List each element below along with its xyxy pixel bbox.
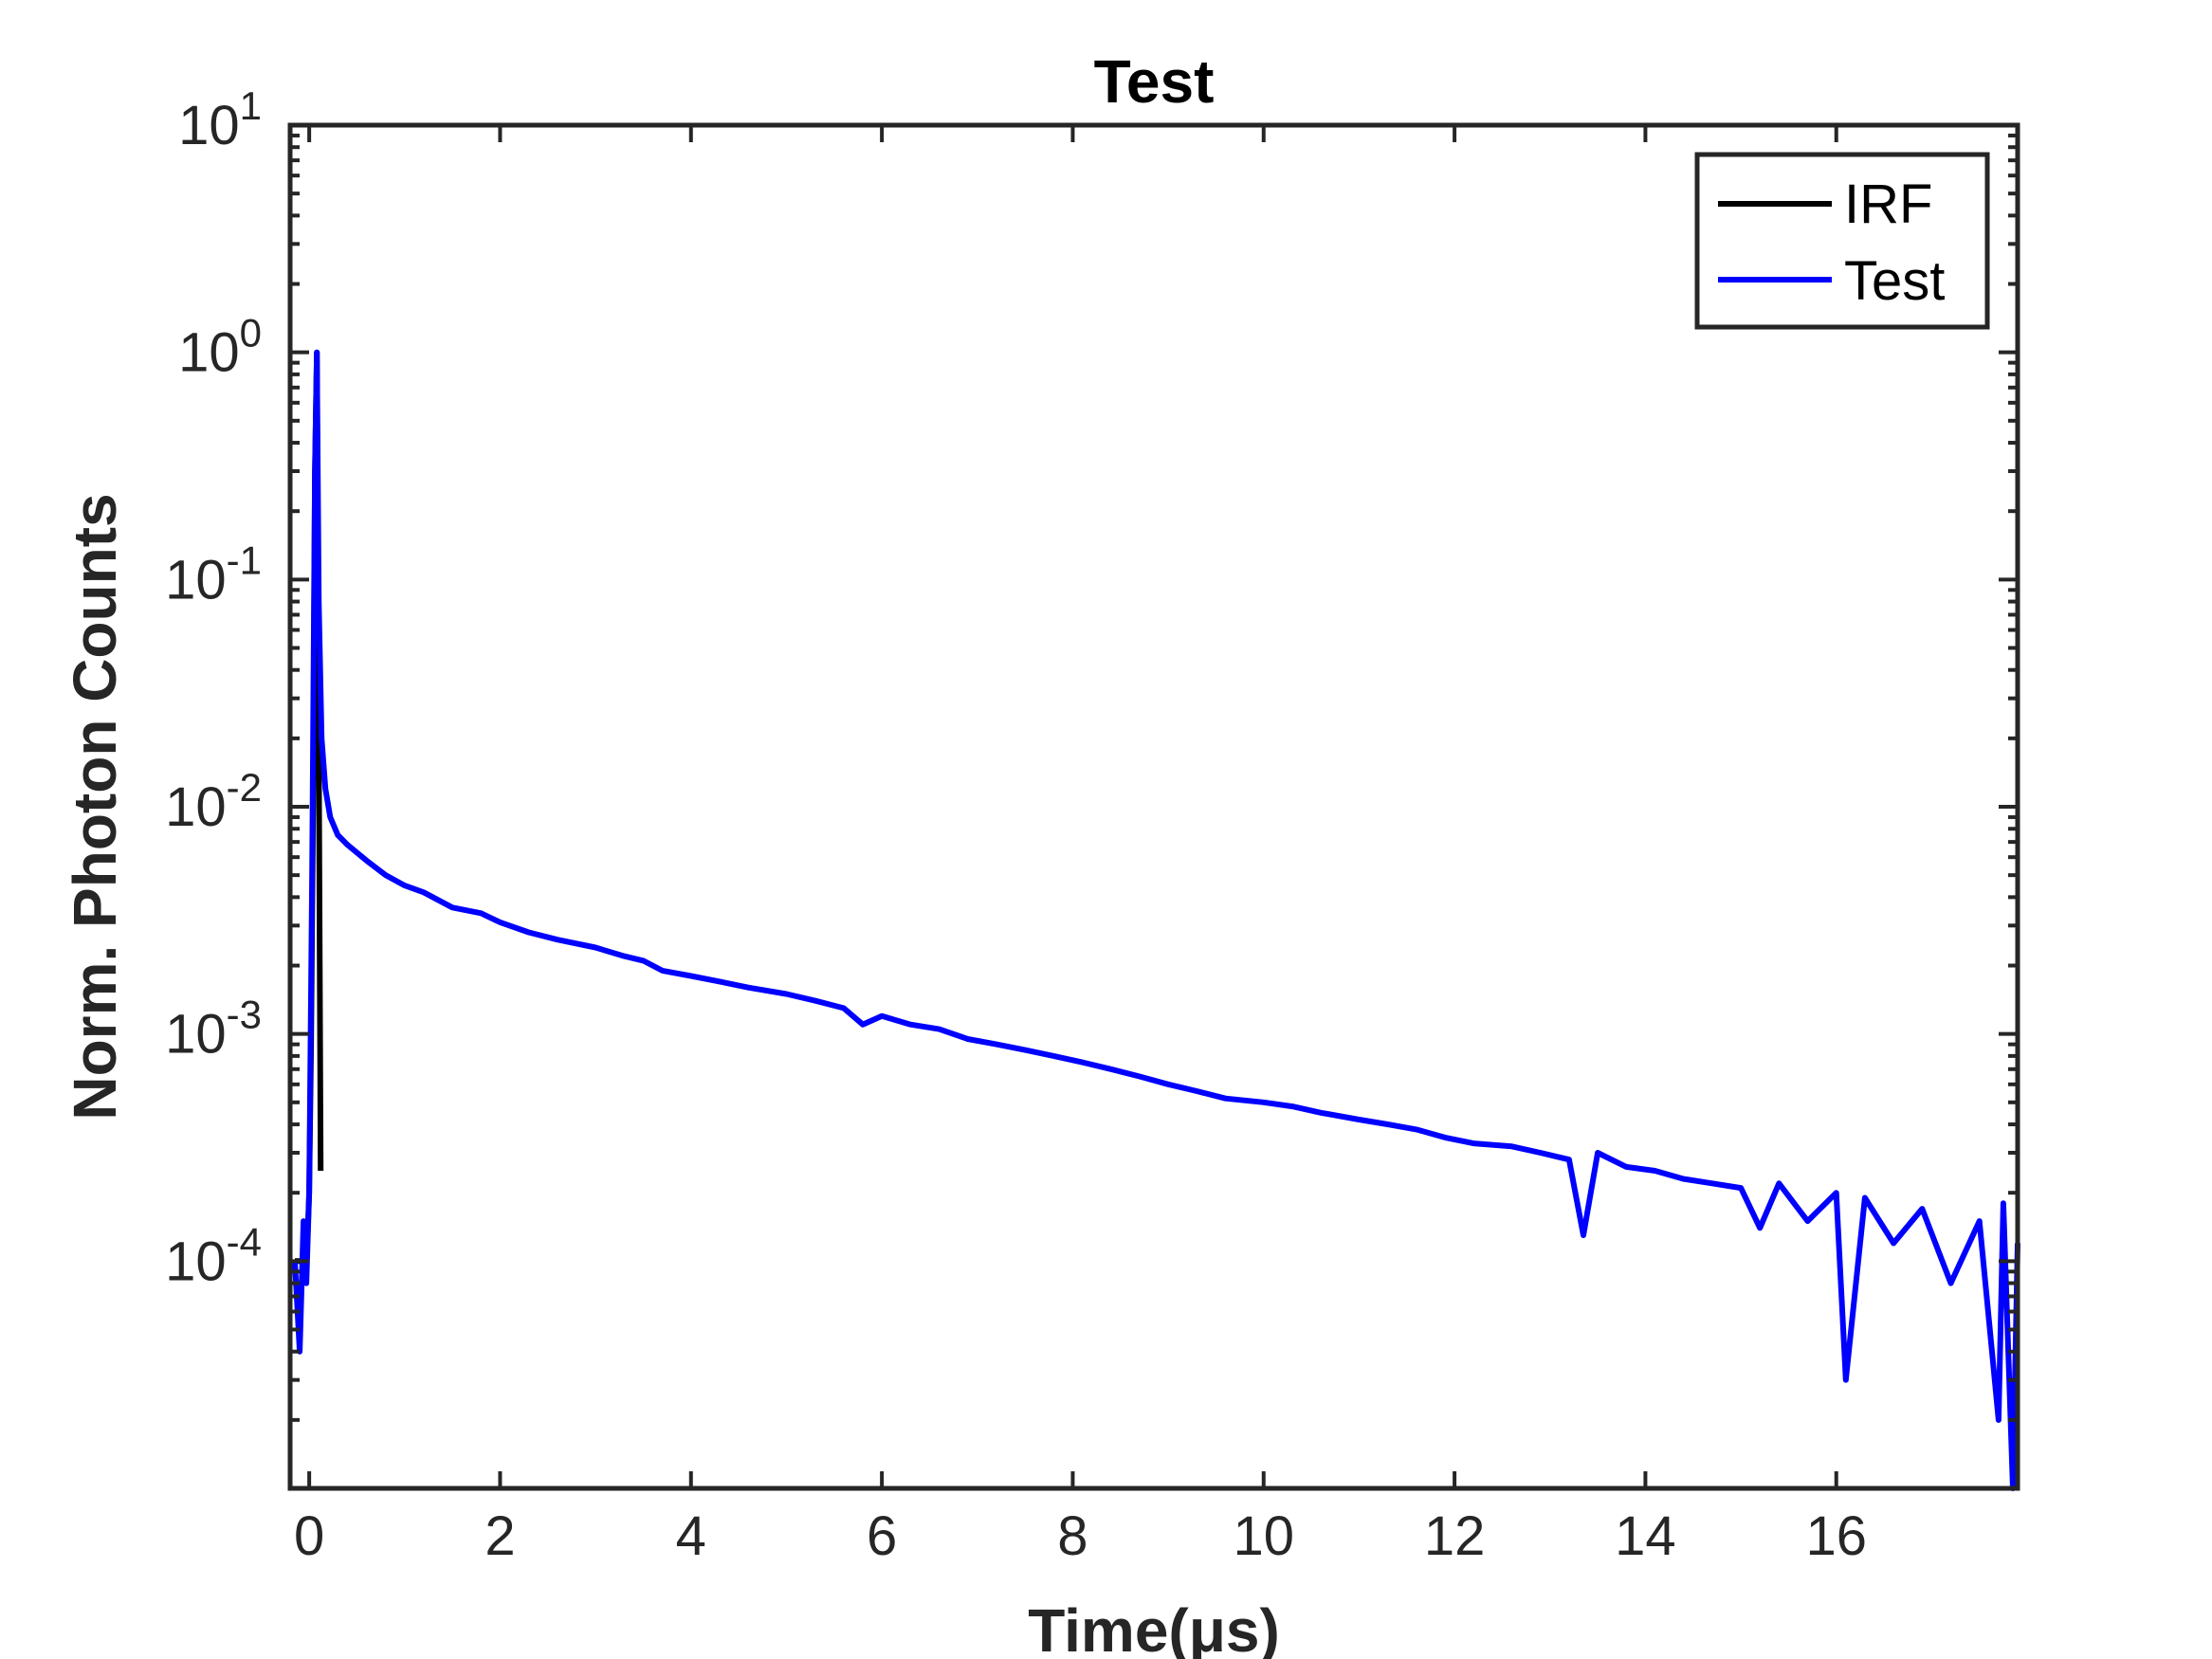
x-tick-label: 8 (1057, 1505, 1088, 1567)
plot-frame (287, 122, 2020, 1491)
y-axis-ticks: 101 100 10-1 10-2 10-3 10-4 (165, 83, 2018, 1490)
y-tick-label: 101 (178, 83, 262, 156)
legend-label-irf: IRF (1844, 173, 1932, 235)
y-tick-label: 100 (178, 311, 262, 384)
y-tick-label: 10-1 (165, 538, 262, 611)
x-tick-label: 2 (484, 1505, 515, 1567)
legend-label-test: Test (1844, 250, 1945, 312)
x-tick-label: 0 (294, 1505, 324, 1567)
x-tick-label: 12 (1424, 1505, 1486, 1567)
legend: IRF Test (1694, 152, 1990, 330)
legend-box (1694, 152, 1990, 330)
plot-background (290, 125, 2018, 1488)
x-tick-label: 16 (1805, 1505, 1867, 1567)
x-axis-label: Time(μs) (1028, 1596, 1280, 1659)
y-tick-label: 10-4 (165, 1219, 262, 1292)
x-tick-label: 4 (676, 1505, 706, 1567)
x-tick-label: 6 (867, 1505, 897, 1567)
y-tick-label: 10-2 (165, 765, 262, 838)
y-axis-label: Norm. Photon Counts (61, 493, 129, 1120)
x-axis-ticks: 0 2 4 6 8 10 12 14 16 (294, 125, 1867, 1567)
y-tick-label: 10-3 (165, 993, 262, 1066)
plot-lines (292, 349, 2020, 1491)
x-tick-label: 14 (1615, 1505, 1676, 1567)
x-tick-label: 10 (1234, 1505, 1295, 1567)
series-line-test (292, 349, 2020, 1491)
chart-title: Test (1094, 47, 1215, 116)
